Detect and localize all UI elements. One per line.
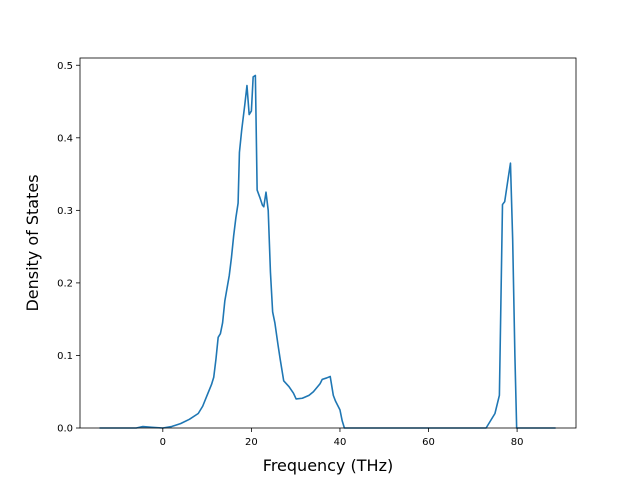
y-axis-ticks: 0.0 0.1 0.2 0.3 0.4 0.5 (57, 61, 80, 435)
y-tick-label: 0.5 (57, 61, 73, 72)
x-tick-label: 60 (422, 437, 435, 448)
y-axis-label: Density of States (23, 174, 42, 311)
x-axis-ticks: 0 20 40 60 80 (160, 428, 524, 448)
x-tick-label: 40 (334, 437, 347, 448)
x-tick-label: 0 (160, 437, 166, 448)
x-axis-label: Frequency (THz) (263, 456, 393, 475)
y-tick-label: 0.3 (57, 206, 73, 217)
plot-frame (79, 57, 577, 429)
y-tick-label: 0.0 (57, 424, 73, 435)
y-tick-label: 0.4 (57, 133, 73, 144)
y-tick-label: 0.1 (57, 351, 73, 362)
y-tick-label: 0.2 (57, 278, 73, 289)
x-tick-label: 20 (245, 437, 258, 448)
x-tick-label: 80 (511, 437, 524, 448)
plot-area (80, 58, 576, 428)
